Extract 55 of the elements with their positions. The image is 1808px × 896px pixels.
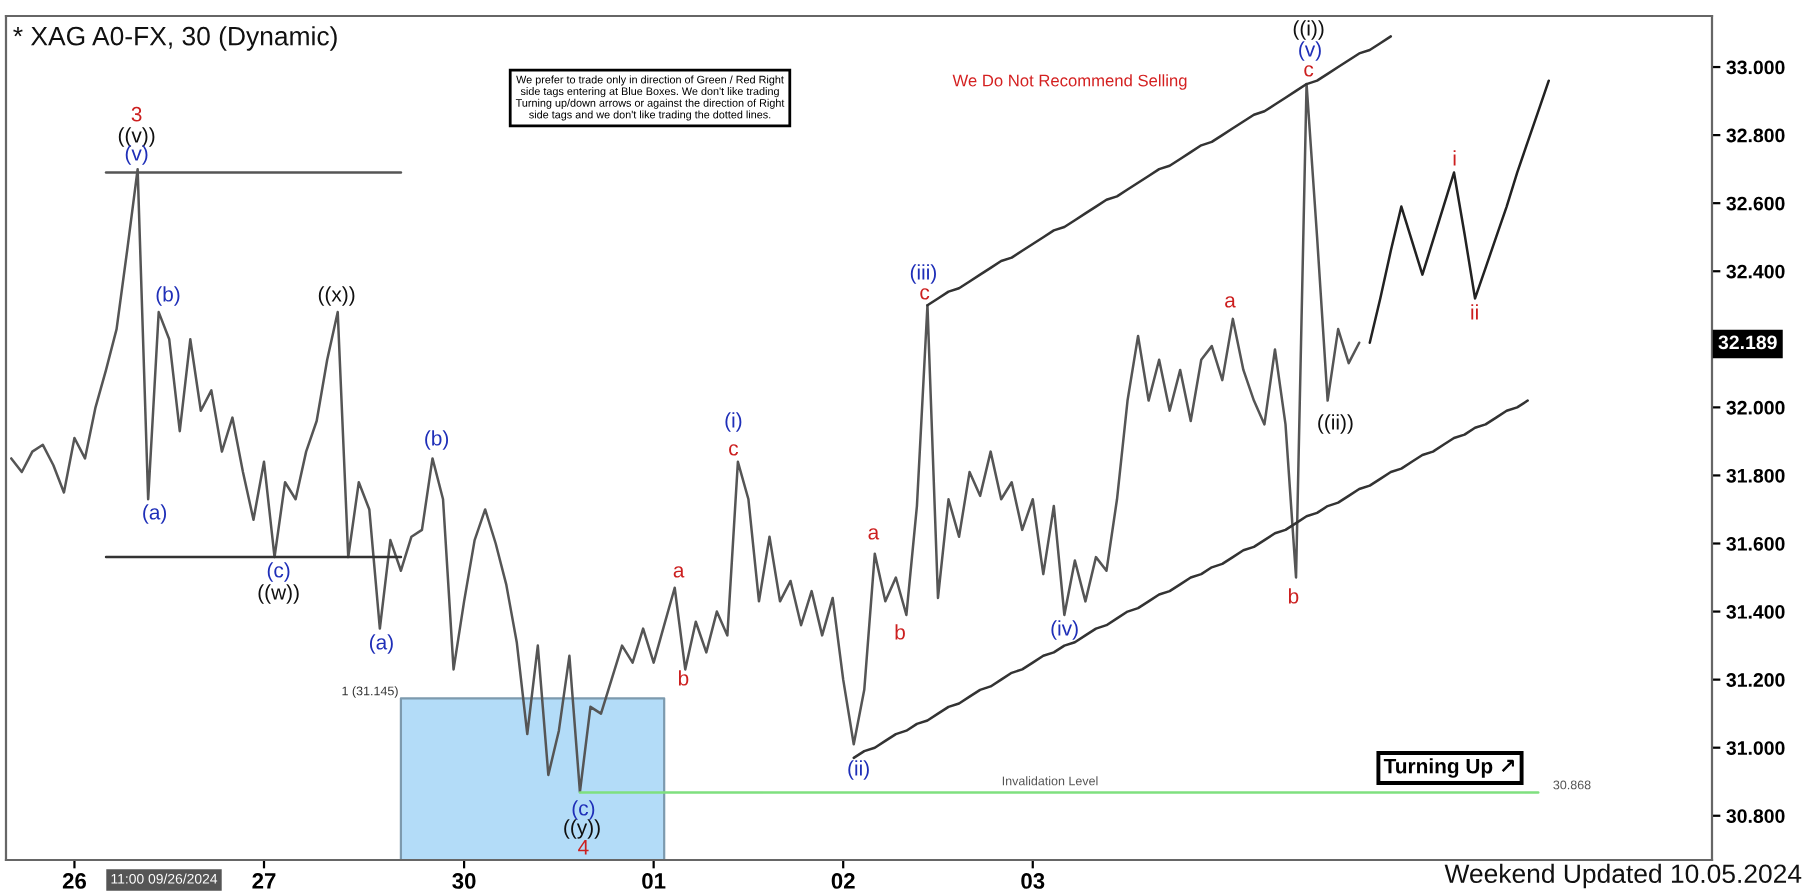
y-tick-label: 32.800: [1726, 128, 1785, 143]
x-tick-label: 26: [62, 873, 87, 889]
annotation: c: [729, 444, 739, 456]
chart-title: * XAG A0-FX, 30 (Dynamic): [13, 26, 337, 51]
annotation: (a): [143, 504, 167, 524]
annotation: a: [1225, 296, 1236, 308]
annotation: ((i)): [1293, 20, 1324, 40]
annotation: (ii): [848, 760, 869, 780]
annotation: ((x)): [318, 286, 355, 306]
y-tick-label: 30.800: [1726, 809, 1785, 824]
annotation: b: [678, 670, 689, 686]
y-tick-label: 31.600: [1726, 536, 1785, 551]
annotation: (iii): [910, 264, 936, 284]
annotation: a: [673, 566, 685, 578]
annotation: We Do Not Recommend Selling: [952, 74, 1187, 90]
y-tick-label: 31.200: [1726, 673, 1785, 687]
annotation: (c): [572, 800, 595, 820]
x-tick-label: 03: [1021, 873, 1045, 889]
annotation: c: [1304, 65, 1314, 77]
annotation: a: [868, 528, 880, 540]
line-series: [852, 399, 1529, 760]
annotation: 3: [131, 106, 142, 122]
y-tick-label: 31.800: [1726, 468, 1785, 483]
annotation: (b): [425, 430, 449, 450]
annotation: b: [895, 624, 905, 640]
y-tick-label: 31.400: [1726, 605, 1785, 619]
annotation: (iv): [1051, 620, 1078, 640]
annotation: ii: [1471, 304, 1478, 320]
annotation: (i): [725, 412, 742, 432]
x-tick-label: 01: [642, 873, 666, 889]
annotation: ((w)): [258, 584, 299, 604]
annotation: (c): [267, 562, 290, 582]
y-tick-label: 31.000: [1726, 741, 1785, 755]
x-tick-label: 30: [452, 873, 476, 889]
annotation: ((y)): [564, 819, 600, 839]
annotation: (b): [156, 286, 180, 306]
text: 32.189: [1718, 335, 1777, 350]
annotation: i: [1453, 150, 1456, 166]
y-tick-label: 32.600: [1726, 196, 1785, 211]
annotation: ((ii)): [1318, 414, 1353, 434]
line-series: [1368, 79, 1551, 344]
x-tick-label: 27: [252, 873, 276, 889]
y-tick-label: 33.000: [1726, 60, 1785, 75]
annotation: ((v)): [118, 127, 155, 147]
y-tick-label: 32.400: [1726, 264, 1785, 279]
annotation: b: [1288, 588, 1299, 604]
annotation: (v): [125, 145, 148, 165]
annotation: (a): [369, 634, 393, 654]
annotation: (v): [1299, 41, 1321, 61]
y-tick-label: 32.000: [1726, 400, 1785, 415]
annotation: Turning Up ↗: [1383, 758, 1514, 778]
annotation: c: [920, 288, 930, 300]
text: Weekend Updated 10.05.2024: [1444, 863, 1802, 889]
annotation: 4: [578, 840, 589, 855]
x-tick-label: 02: [831, 873, 855, 889]
